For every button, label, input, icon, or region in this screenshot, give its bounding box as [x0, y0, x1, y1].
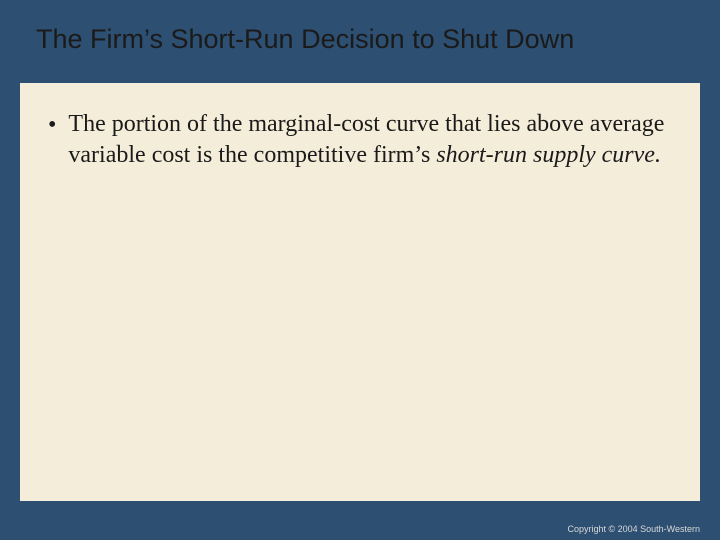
slide-title: The Firm’s Short-Run Decision to Shut Do…	[36, 24, 684, 55]
title-area: The Firm’s Short-Run Decision to Shut Do…	[0, 0, 720, 73]
copyright-text: Copyright © 2004 South-Western	[567, 524, 700, 534]
bullet-item: • The portion of the marginal-cost curve…	[48, 109, 672, 171]
bullet-text-italic: short-run supply curve.	[436, 142, 661, 168]
bullet-marker: •	[48, 109, 56, 141]
content-box: • The portion of the marginal-cost curve…	[20, 83, 700, 501]
bullet-text: The portion of the marginal-cost curve t…	[68, 109, 672, 171]
